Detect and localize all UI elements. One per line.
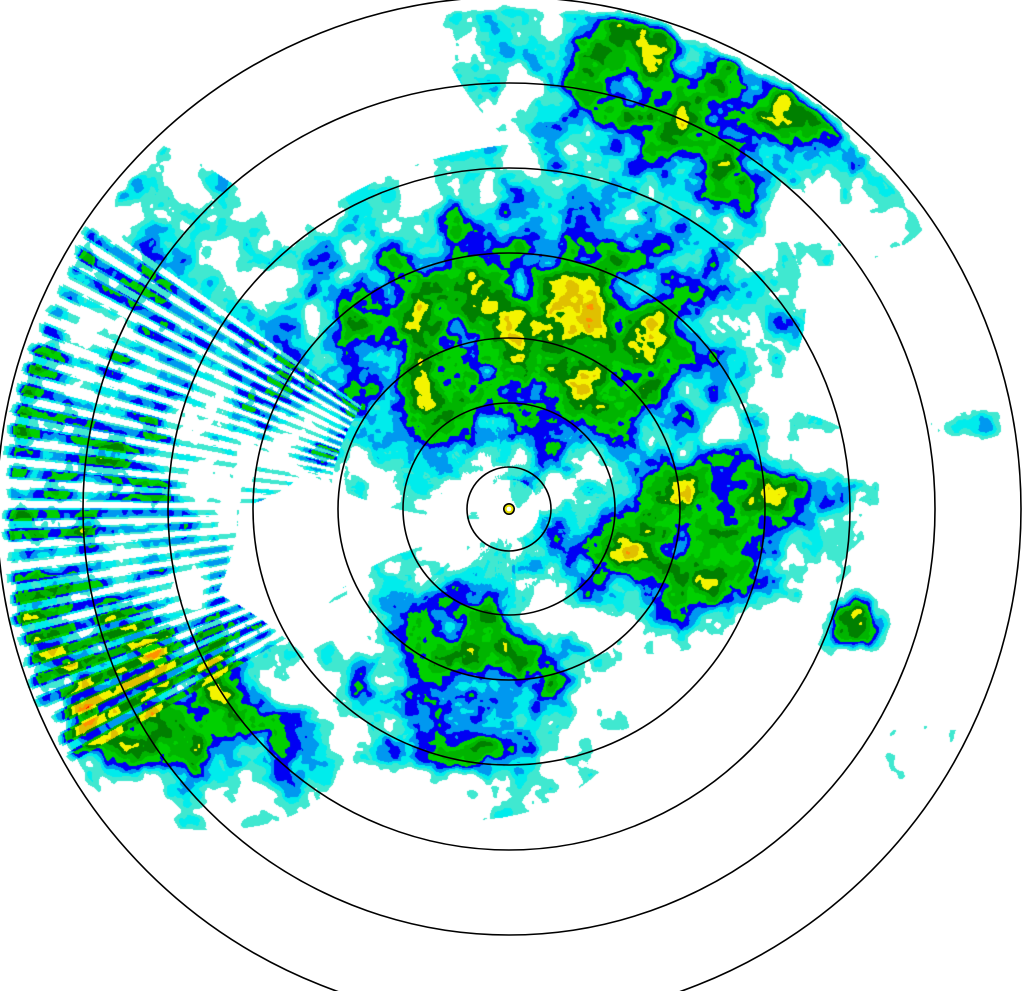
- radar-display: [0, 0, 1029, 991]
- radar-reflectivity-canvas: [0, 0, 1029, 991]
